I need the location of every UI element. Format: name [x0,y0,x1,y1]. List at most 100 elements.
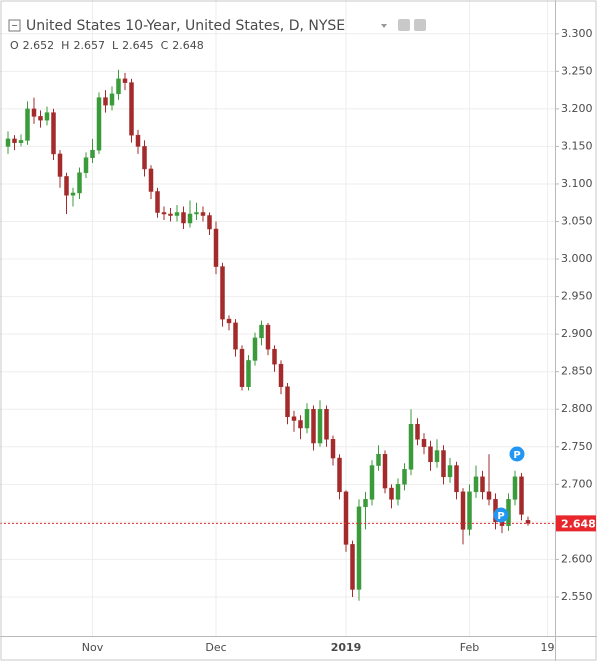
y-tick-label: 2.600 [561,552,593,565]
candle-body [83,157,89,173]
candle-body [317,408,323,444]
candle-body [31,108,37,117]
candle-body [467,491,472,530]
candle-body [382,454,388,489]
candle-body [96,97,102,151]
candle-body [161,212,167,215]
candle-body [181,212,186,224]
candle-body [246,360,251,387]
dropdown-icon[interactable] [381,24,387,28]
candle-body [200,212,206,216]
candle-body [252,337,258,361]
candle-body [519,476,524,515]
ohlc-label: C [161,39,169,52]
y-tick-label: 3.150 [561,139,593,152]
candle-body [207,215,212,230]
candle-body [265,324,271,350]
candle-body [5,138,11,147]
ohlc-label: L [112,39,119,52]
candle-body [473,476,479,493]
candles [5,69,531,601]
candle-body [129,82,134,136]
y-tick-label: 3.100 [561,177,593,190]
candle-body [356,506,362,590]
y-tick-label: 3.300 [561,27,593,40]
candle-body [402,469,407,485]
candle-body [421,439,427,448]
candle-body [376,454,381,466]
x-tick-label: Feb [460,641,479,654]
candle-body [109,93,115,106]
candle-body [12,138,17,143]
x-tick-label: Nov [82,641,104,654]
candle-body [363,499,368,508]
event-marker [493,507,509,523]
close-icon[interactable] [414,19,426,31]
ohlc-value: 2.648 [172,39,204,52]
candle-body [304,408,310,429]
candle-body [447,465,453,478]
candle-body [460,491,466,530]
candle-body [324,408,329,440]
candle-body [395,484,401,500]
ohlc-label: H [61,39,69,52]
ohlc-values: O 2.652 H 2.657 L 2.645 C 2.648 [10,39,204,52]
event-marker [509,446,525,462]
candle-body [239,348,245,387]
grid [0,0,555,636]
y-tick-label: 3.200 [561,102,593,115]
candle-body [168,213,173,216]
candle-body [480,476,485,493]
candle-body [77,172,82,194]
candle-body [194,212,199,215]
last-price-label: 2.648 [561,517,596,530]
candle-body [298,420,303,429]
candle-body [428,446,433,463]
candle-body [155,191,160,213]
collapse-icon[interactable] [8,19,21,32]
last-price-box [556,515,596,532]
candle-body [441,450,446,478]
ohlc-label: O [10,39,19,52]
candle-body [103,97,108,106]
y-tick-label: 3.250 [561,64,593,77]
candle-body [220,266,225,320]
candle-body [259,324,264,339]
candle-body [18,140,24,143]
overlay: PP [0,446,555,524]
ohlc-value: 2.645 [122,39,154,52]
candle-body [408,424,414,470]
candle-body [90,149,95,158]
y-tick-label: 2.900 [561,327,593,340]
ohlc-value: 2.652 [23,39,55,52]
y-tick-label: 2.750 [561,440,593,453]
y-tick-label: 2.550 [561,590,593,603]
x-tick-label: 2019 [331,641,362,654]
candle-body [454,465,459,493]
candle-body [369,465,375,500]
candle-body [148,168,154,192]
candle-body [343,491,349,545]
candle-body [272,348,277,365]
candle-body [285,386,290,417]
candle-body [278,363,284,387]
candle-body [135,134,141,147]
candle-body [350,544,355,590]
candle-body [389,487,394,500]
y-tick-label: 2.800 [561,402,593,415]
candle-body [44,112,50,121]
candle-body [57,153,63,177]
y-tick-label: 2.700 [561,477,593,490]
y-tick-label: 2.850 [561,365,593,378]
candle-body [142,146,147,170]
candle-body [486,491,492,500]
x-tick-label: 19 [541,641,555,654]
ohlc-value: 2.657 [73,39,105,52]
candle-body [226,318,232,324]
x-tick-label: Dec [205,641,226,654]
candle-body [64,176,69,196]
settings-icon[interactable] [398,19,410,31]
candle-body [337,457,342,493]
